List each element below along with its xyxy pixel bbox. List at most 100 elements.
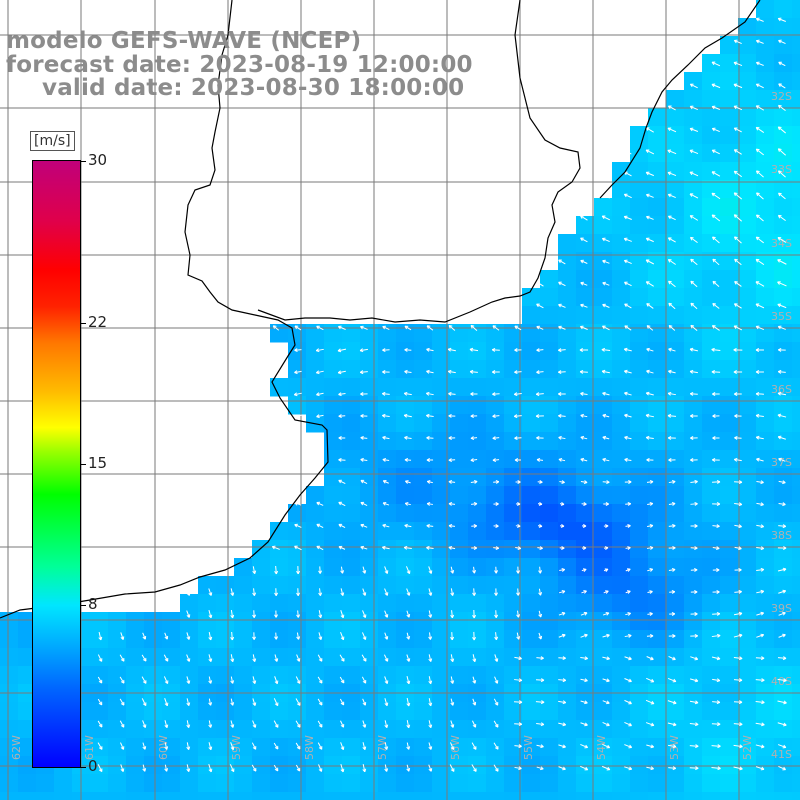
speed-cell — [666, 396, 685, 415]
speed-cell — [18, 648, 37, 667]
speed-cell — [756, 234, 775, 253]
wind-arrow — [406, 632, 411, 640]
speed-cell — [666, 756, 685, 775]
wind-arrow — [360, 457, 368, 462]
wind-arrow — [516, 610, 521, 618]
wind-arrow — [777, 369, 786, 374]
wind-arrow — [558, 457, 566, 462]
speed-cell — [720, 198, 739, 217]
speed-cell — [162, 630, 181, 649]
speed-cell — [540, 756, 559, 775]
speed-cell — [720, 612, 739, 631]
speed-cell — [720, 126, 739, 145]
speed-cell — [774, 288, 793, 307]
speed-cell — [306, 792, 325, 800]
speed-cell — [378, 342, 397, 361]
speed-cell — [324, 378, 343, 397]
lat-label: 35S — [771, 310, 792, 323]
speed-cell — [756, 36, 775, 55]
wind-arrow — [777, 281, 787, 287]
speed-cell — [306, 396, 325, 415]
wind-arrow — [646, 766, 654, 771]
speed-cell — [684, 306, 703, 325]
speed-cell — [180, 594, 199, 613]
speed-cell — [738, 360, 757, 379]
wind-arrow — [316, 523, 324, 529]
speed-cell — [522, 738, 541, 757]
speed-cell — [540, 342, 559, 361]
speed-cell — [324, 648, 343, 667]
speed-cell — [702, 72, 721, 91]
wind-arrow — [537, 523, 543, 528]
speed-cell — [756, 576, 775, 595]
speed-cell — [720, 630, 739, 649]
wind-arrow — [318, 764, 323, 772]
speed-cell — [630, 504, 649, 523]
wind-arrow — [494, 566, 499, 574]
speed-cell — [720, 324, 739, 343]
speed-cell — [144, 774, 163, 793]
wind-arrow — [755, 236, 765, 244]
speed-cell — [774, 648, 793, 667]
wind-arrow — [338, 479, 346, 485]
wind-arrow — [712, 524, 720, 529]
speed-cell — [594, 378, 613, 397]
speed-cell — [702, 288, 721, 307]
speed-cell — [540, 432, 559, 451]
speed-cell — [648, 792, 667, 800]
speed-cell — [612, 252, 631, 271]
wind-arrow — [778, 611, 786, 616]
speed-cell — [738, 270, 757, 289]
speed-cell — [504, 540, 523, 559]
speed-cell — [342, 558, 361, 577]
speed-cell — [414, 576, 433, 595]
wind-arrow — [494, 632, 499, 641]
speed-cell — [432, 558, 451, 577]
wind-arrow — [338, 414, 346, 419]
speed-cell — [720, 774, 739, 793]
speed-cell — [630, 612, 649, 631]
speed-cell — [756, 612, 775, 631]
wind-arrow — [294, 523, 302, 528]
speed-cell — [792, 378, 800, 397]
wind-arrow — [777, 303, 787, 309]
speed-cell — [432, 450, 451, 469]
speed-cell — [306, 648, 325, 667]
wind-arrow — [426, 545, 434, 550]
speed-cell — [324, 738, 343, 757]
speed-cell — [342, 342, 361, 361]
speed-cell — [738, 702, 757, 721]
wind-arrow — [558, 370, 566, 375]
wind-arrow — [733, 370, 743, 374]
speed-cell — [738, 648, 757, 667]
speed-cell — [540, 378, 559, 397]
speed-cell — [738, 180, 757, 199]
wind-arrow — [734, 435, 742, 440]
speed-cell — [108, 720, 127, 739]
speed-cell — [756, 54, 775, 73]
speed-cell — [90, 720, 109, 739]
speed-cell — [324, 612, 343, 631]
wind-arrow — [580, 281, 588, 286]
speed-cell — [450, 468, 469, 487]
wind-arrow — [186, 676, 191, 684]
wind-arrow — [690, 567, 698, 572]
wind-arrow — [667, 171, 677, 177]
speed-cell — [522, 288, 541, 307]
wind-arrow — [755, 170, 764, 178]
wind-arrow — [447, 369, 456, 374]
speed-cell — [576, 666, 595, 685]
wind-arrow — [733, 457, 742, 462]
speed-cell — [252, 756, 271, 775]
wind-arrow — [778, 765, 786, 771]
lat-label: 37S — [771, 456, 792, 469]
speed-cell — [558, 288, 577, 307]
speed-cell — [432, 774, 451, 793]
wind-arrow — [558, 392, 566, 396]
speed-cell — [306, 486, 325, 505]
colorbar-tick-label: 30 — [88, 151, 108, 169]
speed-cell — [792, 576, 800, 595]
wind-arrow — [645, 435, 654, 440]
speed-cell — [738, 324, 757, 343]
speed-cell — [252, 702, 271, 721]
